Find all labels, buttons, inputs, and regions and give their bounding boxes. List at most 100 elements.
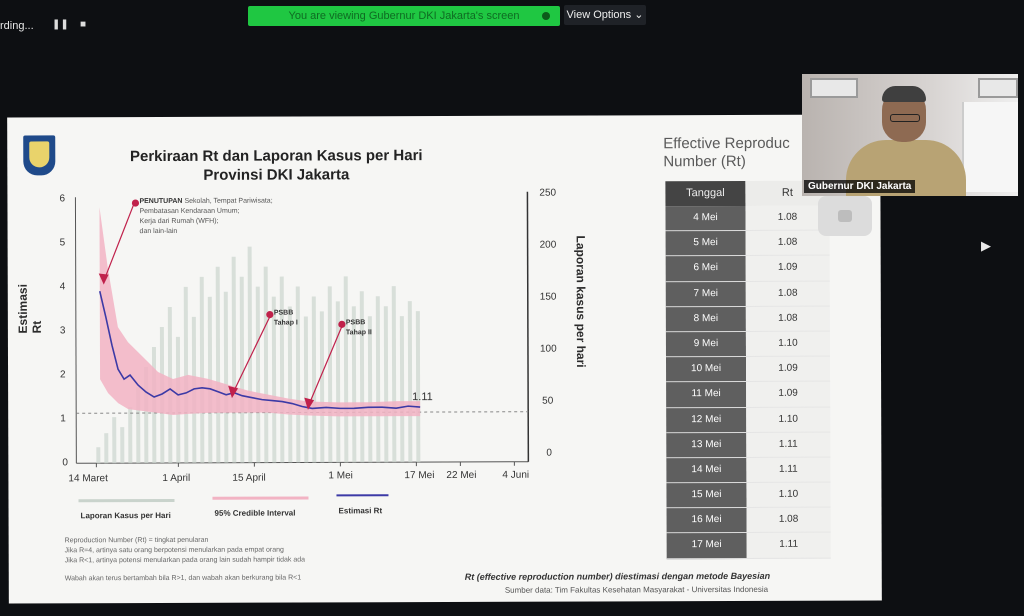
rt-table-row: 5 Mei 1.08 [665,230,830,257]
rt-value-cell: 1.09 [745,356,831,383]
rt-table: Tanggal Rt 4 Mei 1.08 5 Mei 1.08 6 Mei 1.09 7 … [665,180,831,559]
rt-table-row: 7 Mei 1.08 [665,281,830,307]
rt-value-cell: 1.08 [745,306,830,332]
rt-value-cell: 1.09 [745,256,830,282]
rt-table-row: 17 Mei 1.11 [666,533,831,559]
rt-value-cell: 1.08 [745,281,830,307]
rt-date-cell: 17 Mei [666,533,747,559]
penutupan-annotation: PENUTUPAN Sekolah, Tempat Pariwisata; Pe… [139,197,272,237]
rt-date-cell: 10 Mei [665,357,747,383]
legend-estimate-swatch [336,494,389,497]
rt-table-row: 4 Mei 1.08 [665,205,830,232]
rt-date-cell: 8 Mei [665,306,746,333]
participant-name-tag: Gubernur DKI Jakarta [804,180,916,193]
rt-value-cell: 1.10 [745,331,830,358]
pause-icon[interactable]: ❚❚ [52,19,69,30]
legend-cases-swatch [78,498,175,503]
penutupan-text4: dan lain-lain [139,227,178,236]
screen-share-banner: You are viewing Gubernur DKI Jakarta's s… [248,6,560,26]
rt-table-title: Effective Reproduc Number (Rt) [663,135,790,171]
rt-value-cell: 1.08 [746,507,831,534]
glasses-icon [890,114,920,122]
person-hair [882,86,926,102]
header-date: Tanggal [665,180,746,207]
rt-value-cell: 1.08 [745,205,830,232]
legend-estimate: Estimasi Rt [338,506,383,516]
view-options-button[interactable]: View Options ⌄ [564,5,646,25]
last-rt-value: 1.11 [412,391,433,404]
case-bars [96,246,421,464]
rt-table-row: 15 Mei 1.10 [666,482,831,509]
view-options-label: View Options [566,9,632,21]
rt-date-cell: 14 Mei [666,457,747,484]
rt-value-cell: 1.11 [746,432,831,458]
rt-value-cell: 1.10 [746,482,831,509]
legend-interval-swatch [212,496,309,500]
annotation-arrows [98,199,346,410]
x-tick: 1 April [162,472,191,484]
psbb1-annotation: PSBB Tahap I [274,309,298,329]
x-tick: 22 Mei [446,469,477,481]
rt-date-cell: 15 Mei [666,483,747,509]
footnote: Jika R=4, artinya satu orang berpotensi … [64,546,284,555]
screen-share-text: You are viewing Gubernur DKI Jakarta's s… [288,10,520,22]
wall-frame [978,78,1018,98]
rt-estimate-line [98,291,421,410]
psbb1-line1: PSBB [273,309,294,317]
camera-placeholder-button[interactable] [818,196,872,236]
rt-table-row: 16 Mei 1.08 [666,507,831,534]
share-indicator-icon [542,12,550,20]
mouse-cursor-icon: ▶ [981,238,991,253]
psbb2-line2: Tahap II [345,329,372,337]
footnote: Wabah akan terus bertambah bila R>1, dan… [64,574,302,583]
rt-value-cell: 1.11 [746,533,831,559]
psbb2-annotation: PSBB Tahap II [346,318,372,338]
rt-date-cell: 7 Mei [665,281,746,307]
shared-slide: Perkiraan Rt dan Laporan Kasus per Hari … [7,114,882,604]
rt-table-row: 8 Mei 1.08 [665,306,830,333]
rt-value-cell: 1.08 [745,230,830,257]
rt-date-cell: 11 Mei [666,382,747,408]
x-tick: 14 Maret [68,473,108,485]
window [962,102,1018,192]
rt-table-row: 14 Mei 1.11 [666,457,831,484]
rt-date-cell: 9 Mei [665,331,746,358]
rt-table-title-line2: Number (Rt) [663,152,746,171]
rt-table-row: 9 Mei 1.10 [665,331,830,358]
rt-date-cell: 4 Mei [665,205,746,232]
rt-chart-plot [74,191,530,468]
rt-table-title-line1: Effective Reproduc [663,134,790,153]
penutupan-text1: Sekolah, Tempat Pariwisata; [184,197,273,205]
rt-table-row: 10 Mei 1.09 [665,356,831,383]
rt-date-cell: 5 Mei [665,231,746,257]
wall-frame [810,78,858,98]
rt-value-cell: 1.09 [746,381,831,408]
penutupan-text3: Kerja dari Rumah (WFH); [139,217,219,226]
recording-label: rding... [0,20,34,32]
rt-date-cell: 12 Mei [666,407,747,433]
chevron-down-icon: ⌄ [634,9,644,21]
psbb1-line2: Tahap I [273,319,298,327]
rt-value-cell: 1.11 [746,457,831,484]
rt-table-row: 13 Mei 1.11 [666,432,831,459]
meeting-toolbar: rding... ❚❚ ■ You are viewing Gubernur D… [0,0,1024,32]
participant-video-tile[interactable]: Gubernur DKI Jakarta [802,74,1018,196]
x-tick: 15 April [232,472,266,484]
rt-date-cell: 6 Mei [665,256,746,282]
x-tick: 4 Juni [502,469,530,481]
psbb2-line1: PSBB [345,319,366,327]
footnote: Jika R<1, artinya potensi menularkan pad… [64,556,306,565]
data-source: Sumber data: Tim Fakultas Kesehatan Masy… [504,584,769,595]
legend-cases: Laporan Kasus per Hari [80,510,171,521]
stop-icon[interactable]: ■ [79,19,87,30]
rt-table-row: 12 Mei 1.10 [666,407,831,433]
rt-date-cell: 16 Mei [666,508,747,534]
legend-interval: 95% Credible Interval [214,508,296,518]
rt-table-row: 6 Mei 1.09 [665,256,830,282]
rt-value-cell: 1.10 [746,407,831,433]
x-tick: 1 Mei [328,470,353,482]
x-tick: 17 Mei [404,470,435,482]
footnote: Reproduction Number (Rt) = tingkat penul… [64,536,209,545]
penutupan-title: PENUTUPAN [139,197,183,206]
rt-table-row: 11 Mei 1.09 [666,381,831,408]
